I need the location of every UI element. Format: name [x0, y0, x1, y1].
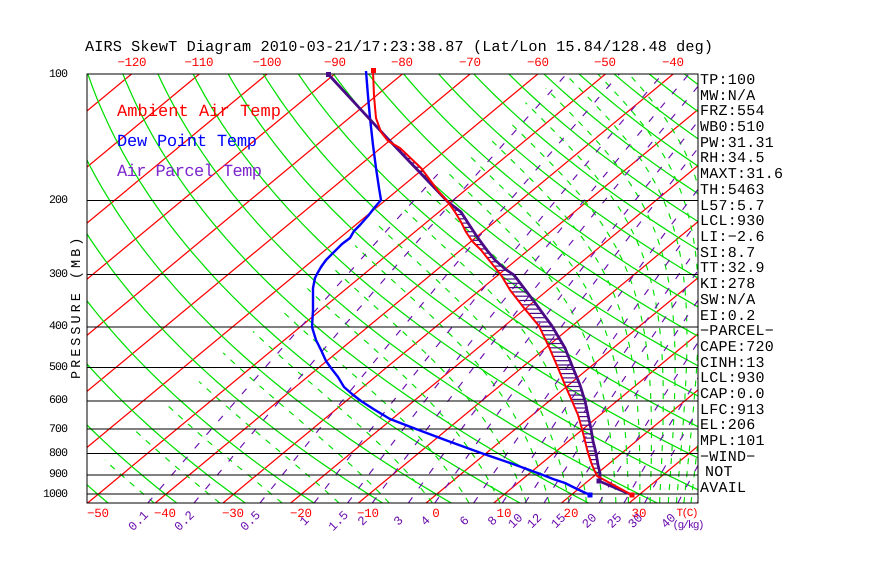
svg-text:900: 900	[49, 468, 68, 481]
svg-text:800: 800	[49, 447, 68, 460]
svg-text:−100: −100	[253, 56, 282, 70]
svg-text:CAPE:720: CAPE:720	[700, 339, 774, 356]
svg-text:EL:206: EL:206	[700, 417, 756, 434]
svg-text:T(C): T(C)	[677, 508, 699, 520]
svg-text:−80: −80	[391, 56, 413, 70]
svg-text:−PARCEL−: −PARCEL−	[700, 323, 774, 340]
svg-text:700: 700	[49, 423, 68, 436]
svg-text:−120: −120	[118, 56, 147, 70]
svg-text:0: 0	[432, 507, 440, 521]
svg-text:TT:32.9: TT:32.9	[700, 260, 765, 277]
svg-text:−40: −40	[662, 56, 684, 70]
svg-text:200: 200	[49, 194, 68, 207]
svg-text:−40: −40	[154, 507, 176, 521]
svg-text:AVAIL: AVAIL	[700, 480, 746, 497]
svg-text:400: 400	[49, 320, 68, 333]
svg-text:300: 300	[49, 268, 68, 281]
svg-text:TP:100: TP:100	[700, 72, 756, 89]
svg-text:−50: −50	[594, 56, 616, 70]
svg-text:FRZ:554: FRZ:554	[700, 103, 765, 120]
svg-text:LCL:930: LCL:930	[700, 213, 765, 230]
svg-text:−50: −50	[87, 507, 109, 521]
svg-text:RH:34.5: RH:34.5	[700, 150, 765, 167]
svg-text:−60: −60	[527, 56, 549, 70]
svg-text:TH:5463: TH:5463	[700, 182, 765, 199]
svg-text:−30: −30	[222, 507, 244, 521]
svg-text:100: 100	[49, 68, 68, 81]
svg-text:MPL:101: MPL:101	[700, 433, 765, 450]
svg-text:LI:−2.6: LI:−2.6	[700, 229, 765, 246]
svg-text:WB0:510: WB0:510	[700, 119, 765, 136]
svg-text:KI:278: KI:278	[700, 276, 756, 293]
svg-text:−90: −90	[324, 56, 346, 70]
svg-text:Ambient Air Temp: Ambient Air Temp	[117, 103, 281, 122]
svg-text:NOT: NOT	[705, 464, 733, 481]
svg-text:500: 500	[49, 361, 68, 374]
svg-text:AIRS SkewT Diagram 2010-03-21/: AIRS SkewT Diagram 2010-03-21/17:23:38.8…	[85, 38, 713, 56]
svg-text:(g/kg): (g/kg)	[673, 520, 705, 532]
svg-text:600: 600	[49, 394, 68, 407]
svg-text:Air Parcel Temp: Air Parcel Temp	[117, 163, 262, 182]
svg-text:MAXT:31.6: MAXT:31.6	[700, 166, 783, 183]
svg-text:−70: −70	[459, 56, 481, 70]
svg-text:SW:N/A: SW:N/A	[700, 292, 756, 309]
svg-text:1000: 1000	[43, 488, 68, 501]
svg-text:PRESSURE (MB): PRESSURE (MB)	[70, 235, 85, 379]
svg-text:−110: −110	[185, 56, 214, 70]
svg-text:Dew Point Temp: Dew Point Temp	[117, 133, 257, 152]
svg-text:CAP:0.0: CAP:0.0	[700, 386, 765, 403]
svg-text:LCL:930: LCL:930	[700, 370, 765, 387]
